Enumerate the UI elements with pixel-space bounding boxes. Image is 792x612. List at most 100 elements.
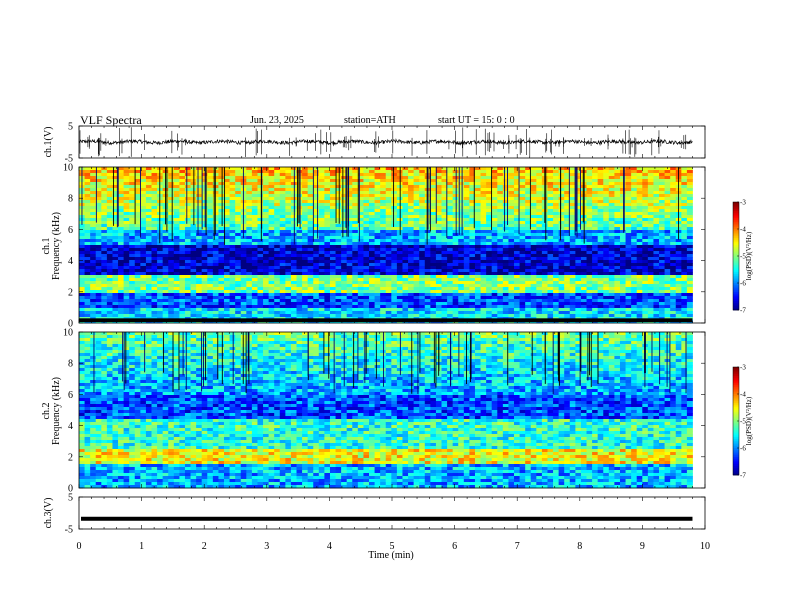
spectrogram-cell (558, 221, 565, 225)
spectrogram-cell (118, 296, 125, 300)
spectrogram-cell (357, 185, 364, 189)
spectrogram-cell (196, 272, 203, 276)
spectrogram-cell (157, 248, 164, 252)
spectrogram-cell (235, 227, 242, 231)
spectrogram-cell (268, 218, 275, 222)
spectrogram-cell (408, 206, 415, 210)
spectrogram-cell (463, 209, 470, 213)
spectrogram-cell (536, 179, 543, 183)
spectrogram-cell (463, 176, 470, 180)
spectrogram-cell (296, 230, 303, 234)
spectrogram-cell (257, 230, 264, 234)
spectrogram-cell (636, 239, 643, 243)
spectrogram-cell (408, 263, 415, 267)
spectrogram-cell (118, 167, 125, 171)
spectrogram-cell (642, 269, 649, 273)
spectrogram-cell (101, 185, 108, 189)
spectrogram-cell (335, 272, 342, 276)
spectrogram-cell (168, 296, 175, 300)
spectrogram-cell (218, 245, 225, 249)
spectrogram-cell (184, 197, 191, 201)
spectrogram-cell (162, 248, 169, 252)
spectrogram-cell (123, 236, 130, 240)
spectrogram-cell (184, 209, 191, 213)
spectrogram-cell (514, 215, 520, 219)
spectrogram-cell (302, 257, 309, 261)
spectrogram-cell (268, 269, 275, 273)
spectrogram-cell (173, 170, 180, 174)
spectrogram-cell (413, 248, 420, 252)
spectrogram-cell (235, 203, 242, 207)
spectrogram-cell (463, 281, 470, 285)
spectrogram-cell (268, 296, 275, 300)
spectrogram-cell (296, 296, 303, 300)
spectrogram-cell (553, 194, 560, 198)
spectrogram-cell (296, 167, 303, 171)
spectrogram-cell (636, 275, 643, 279)
spectrogram-cell (586, 278, 593, 282)
spectrogram-cell (491, 212, 498, 216)
spectrogram-cell (408, 227, 415, 231)
spectrogram-cell (90, 251, 97, 255)
spectrogram-cell (625, 281, 632, 285)
spectrogram-cell (441, 263, 448, 267)
spectrogram-cell (452, 284, 459, 288)
spectrogram-cell (592, 197, 599, 201)
spectrogram-cell (335, 182, 342, 186)
spectrogram-cell (603, 293, 610, 297)
spectrogram-cell (564, 269, 571, 273)
spectrogram-cell (184, 224, 191, 228)
spectrogram-cell (101, 179, 108, 183)
spectrogram-cell (502, 209, 509, 213)
spectrogram-cell (402, 209, 409, 213)
spectrogram-cell (664, 203, 671, 207)
spectrogram-cell (162, 236, 169, 240)
spectrogram-cell (419, 173, 426, 177)
spectrogram-cell (134, 170, 141, 174)
spectrogram-cell (229, 266, 236, 270)
spectrogram-cell (608, 176, 615, 180)
spectrogram-cell (636, 266, 643, 270)
spectrogram-cell (575, 203, 582, 207)
spectrogram-cell (491, 293, 498, 297)
spectrogram-cell (530, 227, 537, 231)
spectrogram-cell (592, 275, 599, 279)
spectrogram-cell (575, 188, 582, 192)
spectrogram-cell (530, 290, 537, 294)
spectrogram-cell (341, 287, 348, 291)
spectrogram-cell (447, 230, 454, 234)
spectrogram-cell (341, 263, 348, 267)
spectrogram-cell (402, 278, 409, 282)
spectrogram-cell (218, 284, 225, 288)
spectrogram-cell (363, 218, 370, 222)
spectrogram-cell (686, 203, 693, 207)
spectrogram-cell (558, 278, 565, 282)
spectrogram-cell (129, 173, 136, 177)
spectrogram-cell (207, 227, 214, 231)
spectrogram-cell (229, 290, 236, 294)
spectrogram-cell (385, 275, 392, 279)
spectrogram-cell (162, 254, 169, 258)
spectrogram-cell (541, 230, 548, 234)
spectrogram-cell (357, 290, 364, 294)
spectrogram-cell (112, 215, 119, 219)
spectrogram-cell (129, 260, 136, 264)
spectrogram-cell (179, 170, 186, 174)
spectrogram-cell (519, 257, 526, 261)
spectrogram-cell (614, 227, 621, 231)
spectrogram-cell (341, 176, 348, 180)
spectrogram-cell (553, 188, 560, 192)
spectrogram-cell (251, 230, 258, 234)
spectrogram-cell (346, 248, 353, 252)
spectrogram-cell (352, 296, 359, 300)
spectrogram-cell (151, 260, 158, 264)
spectrogram-cell (642, 260, 649, 264)
spectrogram-cell (536, 209, 543, 213)
spectrogram-cell (274, 200, 281, 204)
spectrogram-cell (575, 287, 582, 291)
spectrogram-cell (525, 236, 532, 240)
spectrogram-cell (112, 287, 119, 291)
spectrogram-cell (636, 272, 643, 276)
spectrogram-cell (285, 212, 292, 216)
spectrogram-cell (647, 233, 654, 237)
